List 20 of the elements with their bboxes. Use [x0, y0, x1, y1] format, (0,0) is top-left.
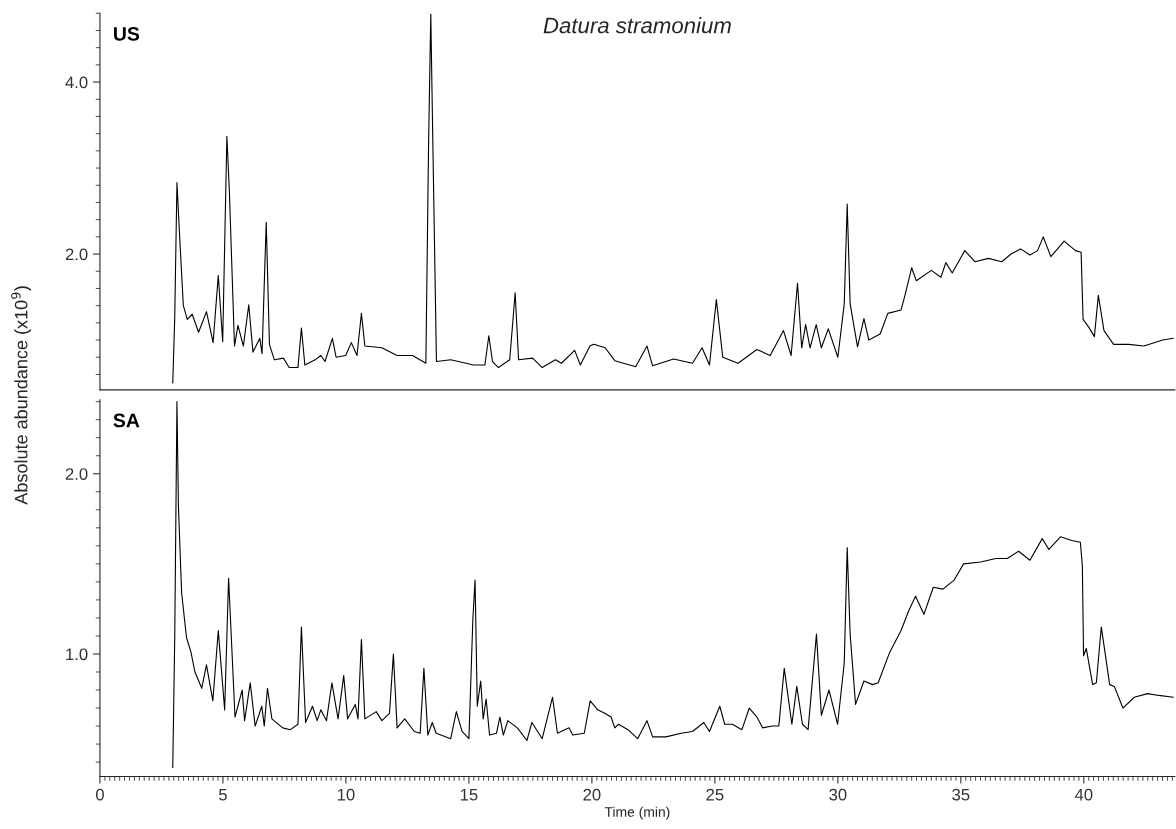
chart-title: Datura stramonium [543, 17, 731, 34]
y-tick-label: 4.0 [65, 76, 88, 89]
x-tick-label: 20 [583, 788, 601, 801]
y-tick-label: 2.0 [65, 248, 88, 261]
text: US [114, 26, 140, 41]
x-axis-title: Time (min) [604, 806, 670, 820]
y-tick-label: 1.0 [66, 648, 88, 661]
series-label: SA [113, 413, 140, 428]
x-tick-label: 35 [952, 788, 970, 801]
x-tick-label: 30 [829, 788, 847, 801]
x-tick-label: 40 [1074, 788, 1093, 801]
x-tick-label: 10 [337, 788, 355, 801]
line-series [172, 401, 1174, 769]
y-tick-label: 2.0 [65, 468, 88, 480]
x-tick-label: 0 [95, 788, 104, 801]
x-tick-label: 25 [706, 788, 724, 801]
x-tick-label: 5 [218, 788, 227, 801]
line-series [172, 13, 1174, 384]
y-axis-title: Absolute abundance (x10$^{9}$) [11, 286, 32, 505]
x-tick-label: 15 [460, 788, 478, 801]
